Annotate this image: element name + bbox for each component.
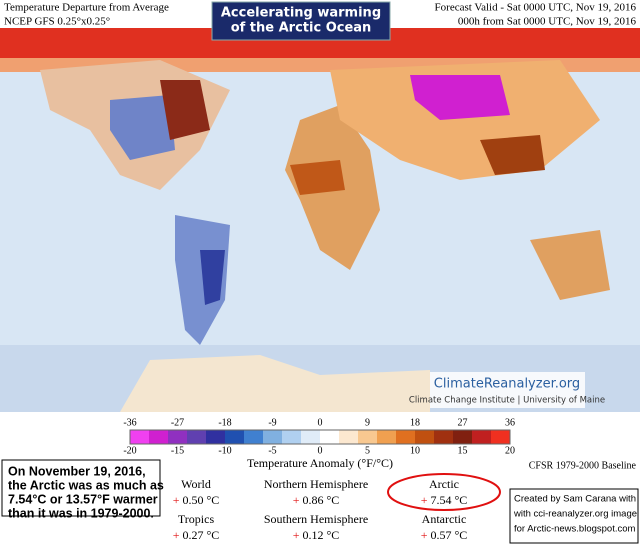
- title-box: [211, 1, 391, 41]
- c-tick: -15: [171, 445, 184, 456]
- stat-value: + 0.57 °C: [421, 528, 468, 542]
- colorbar-swatch: [415, 430, 435, 444]
- note-line: than it was in 1979-2000.: [8, 506, 154, 520]
- stat-name: Antarctic: [422, 512, 467, 526]
- stat-value: + 7.54 °C: [421, 493, 468, 507]
- credit-line: for Arctic-news.blogspot.com: [514, 524, 636, 535]
- f-tick: 9: [365, 417, 370, 428]
- c-tick: -20: [123, 445, 136, 456]
- colorbar-swatch: [187, 430, 207, 444]
- c-tick: 0: [318, 445, 323, 456]
- header-left: NCEP GFS 0.25°x0.25°: [4, 16, 110, 28]
- f-tick: 27: [458, 417, 468, 428]
- stat-sign: +: [293, 528, 300, 542]
- f-tick: -18: [218, 417, 231, 428]
- colorbar-swatch: [282, 430, 302, 444]
- map: ClimateReanalyzer.org Climate Change Ins…: [0, 28, 640, 412]
- stat-number: 0.50 °C: [182, 493, 219, 507]
- stat-name: Arctic: [429, 477, 459, 491]
- stat-number: 0.12 °C: [302, 528, 339, 542]
- colorbar-swatch: [377, 430, 397, 444]
- colorbar-swatch: [168, 430, 188, 444]
- baseline: CFSR 1979-2000 Baseline: [529, 460, 637, 471]
- colorbar-swatch: [396, 430, 416, 444]
- colorbar-swatch: [434, 430, 454, 444]
- note-line: the Arctic was as much as: [8, 478, 164, 492]
- colorbar-swatch: [301, 430, 321, 444]
- stat-name: Tropics: [178, 512, 215, 526]
- stat-sign: +: [173, 528, 180, 542]
- header-title: Accelerating warming: [221, 6, 381, 21]
- colorbar-swatch: [491, 430, 511, 444]
- stat-value: + 0.27 °C: [173, 528, 220, 542]
- logo-name: ClimateReanalyzer.org: [434, 377, 580, 392]
- f-tick: -36: [123, 417, 136, 428]
- arctic-highlight: [387, 473, 501, 511]
- stat-sign: +: [421, 493, 428, 507]
- logo-org: Climate Change Institute | University of…: [409, 396, 605, 406]
- stat-number: 0.57 °C: [430, 528, 467, 542]
- stat-name: Northern Hemisphere: [264, 477, 368, 491]
- stat-number: 0.86 °C: [302, 493, 339, 507]
- stat-number: 0.27 °C: [182, 528, 219, 542]
- f-tick: 0: [318, 417, 323, 428]
- c-tick: 15: [458, 445, 468, 456]
- colorbar-swatch: [206, 430, 226, 444]
- colorbar: -36 -27 -18 -9 0 9 18 27 36 -20 -15 -10 -5 0 5 10 15 20: [123, 417, 515, 456]
- stat-value: + 0.50 °C: [173, 493, 220, 507]
- stat-sign: +: [421, 528, 428, 542]
- colorbar-swatch: [472, 430, 492, 444]
- colorbar-swatch: [320, 430, 340, 444]
- stat-value: + 0.12 °C: [293, 528, 340, 542]
- stat-name: World: [181, 477, 211, 491]
- stat-name: Southern Hemisphere: [264, 512, 368, 526]
- c-tick: 10: [410, 445, 420, 456]
- credit-line: Created by Sam Carana with: [514, 494, 636, 505]
- c-tick: -5: [268, 445, 276, 456]
- colorbar-swatch: [263, 430, 283, 444]
- note-line: 7.54°C or 13.57°F warmer: [8, 492, 158, 506]
- f-tick: -27: [171, 417, 184, 428]
- colorbar-swatch: [358, 430, 378, 444]
- colorbar-frame: [129, 429, 511, 445]
- colorbar-swatch: [225, 430, 245, 444]
- header-title: of the Arctic Ocean: [231, 21, 372, 36]
- note-box: [1, 459, 161, 517]
- header-right: Forecast Valid - Sat 0000 UTC, Nov 19, 2…: [435, 2, 637, 14]
- note-line: On November 19, 2016,: [8, 464, 146, 478]
- colorbar-swatch: [130, 430, 150, 444]
- c-tick: -10: [218, 445, 231, 456]
- c-tick: 20: [505, 445, 515, 456]
- credit-line: with cci-reanalyzer.org image: [513, 509, 637, 520]
- colorbar-label: Temperature Anomaly (°F/°C): [247, 456, 393, 470]
- credit-box: [509, 488, 639, 544]
- f-tick: -9: [268, 417, 276, 428]
- f-tick: 18: [410, 417, 420, 428]
- f-tick: 36: [505, 417, 515, 428]
- c-tick: 5: [365, 445, 370, 456]
- stat-value: + 0.86 °C: [293, 493, 340, 507]
- colorbar-swatch: [244, 430, 264, 444]
- stat-sign: +: [173, 493, 180, 507]
- stat-number: 7.54 °C: [430, 493, 467, 507]
- colorbar-swatch: [339, 430, 359, 444]
- colorbar-swatch: [453, 430, 473, 444]
- header-right: 000h from Sat 0000 UTC, Nov 19, 2016: [458, 16, 637, 28]
- colorbar-swatch: [149, 430, 169, 444]
- stat-sign: +: [293, 493, 300, 507]
- header-left: Temperature Departure from Average: [4, 2, 169, 14]
